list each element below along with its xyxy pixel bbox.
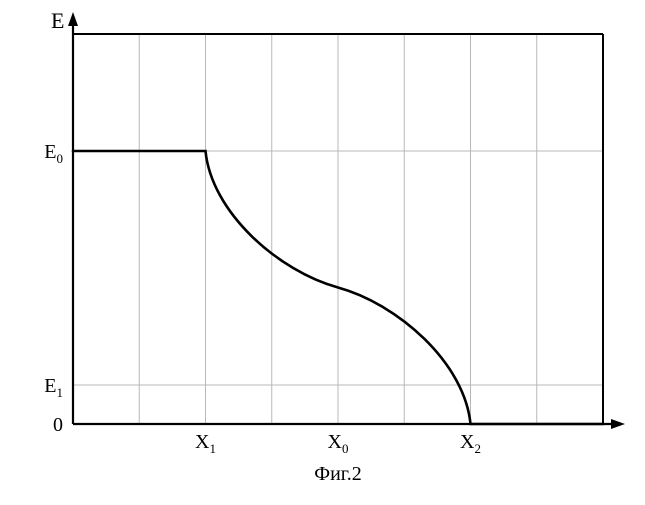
x-tick-X0: X0 [328, 431, 349, 456]
y-axis-title: E [51, 8, 64, 33]
chart-svg: E E0 E1 0 X1 X0 X2 Фиг.2 [0, 0, 645, 500]
figure-caption: Фиг.2 [314, 463, 361, 485]
x-axis-arrow-icon [611, 419, 625, 429]
y-tick-E1: E1 [44, 375, 63, 400]
x-tick-X1: X1 [195, 431, 216, 456]
y-tick-O: 0 [53, 414, 63, 436]
figure-container: E E0 E1 0 X1 X0 X2 Фиг.2 [0, 0, 645, 500]
y-tick-E0: E0 [44, 141, 63, 166]
y-axis-arrow-icon [68, 12, 78, 26]
x-tick-X2: X2 [460, 431, 481, 456]
